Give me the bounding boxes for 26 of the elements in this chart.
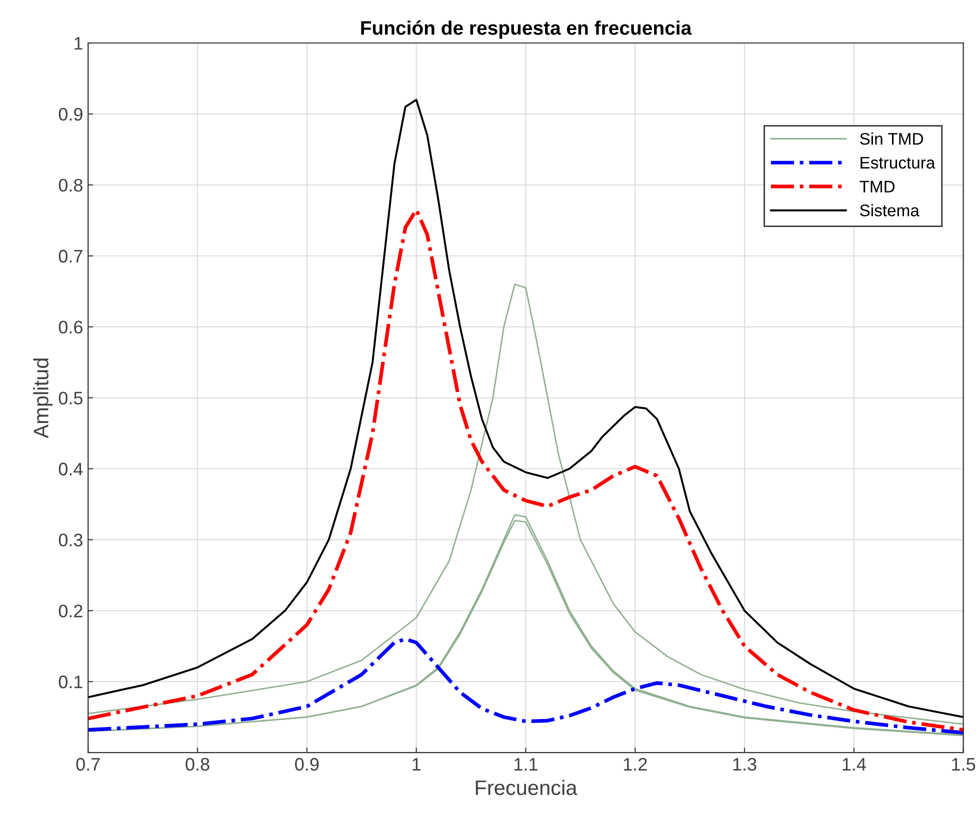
x-tick-label: 1 bbox=[412, 758, 420, 771]
chart-title: Función de respuesta en frecuencia bbox=[361, 20, 692, 39]
y-tick-label: 0.9 bbox=[58, 108, 82, 121]
y-tick-label: 0.2 bbox=[58, 604, 82, 618]
y-tick-label: 0.8 bbox=[58, 178, 82, 192]
x-tick-label: 1.3 bbox=[733, 758, 756, 771]
legend-label: TMD bbox=[860, 180, 895, 192]
y-tick-label: 0.6 bbox=[58, 320, 82, 334]
x-axis-title: Frecuencia bbox=[476, 780, 578, 796]
x-tick-label: 1.5 bbox=[952, 758, 976, 771]
legend-label: Estructura bbox=[860, 156, 936, 169]
legend-label: Sin TMD bbox=[860, 132, 923, 145]
x-tick-label: 1.1 bbox=[514, 758, 538, 771]
y-tick-label: 0.7 bbox=[58, 250, 82, 263]
legend-label: Sistema bbox=[860, 204, 920, 216]
x-tick-label: 0.7 bbox=[76, 758, 100, 771]
y-axis-title: Amplitud bbox=[33, 358, 53, 438]
y-tick-label: 0.4 bbox=[58, 462, 83, 476]
x-tick-label: 0.8 bbox=[186, 758, 210, 771]
y-tick-label: 1 bbox=[74, 37, 82, 50]
x-tick-label: 1.4 bbox=[842, 758, 866, 771]
x-tick-label: 0.9 bbox=[295, 758, 319, 771]
y-tick-label: 0.1 bbox=[58, 676, 82, 688]
y-tick-label: 0.3 bbox=[58, 534, 82, 546]
y-tick-label: 0.5 bbox=[58, 392, 82, 405]
x-tick-label: 1.2 bbox=[624, 758, 647, 771]
